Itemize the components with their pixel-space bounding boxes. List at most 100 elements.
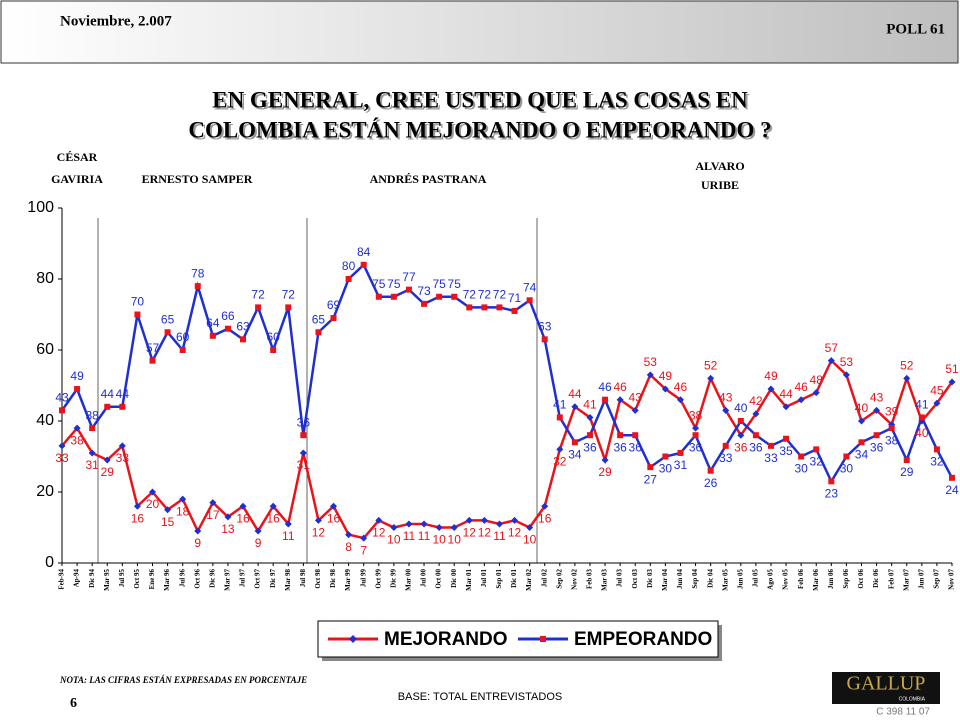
value-label: 16	[236, 511, 250, 525]
value-label: 45	[930, 383, 944, 397]
value-label: 9	[255, 536, 262, 550]
period-label: ERNESTO SAMPER	[142, 172, 253, 186]
value-label: 63	[236, 320, 250, 334]
value-label: 11	[418, 529, 431, 543]
value-label: 36	[613, 440, 627, 454]
y-tick-label: 40	[36, 412, 54, 429]
value-label: 40	[915, 426, 929, 440]
value-label: 33	[55, 451, 69, 465]
marker	[330, 315, 337, 322]
value-label: 44	[568, 387, 582, 401]
x-tick-label: Dic 98	[329, 569, 337, 588]
value-label: 20	[146, 497, 160, 511]
marker	[707, 467, 714, 474]
x-tick-label: Jul 05	[752, 569, 760, 588]
value-label: 27	[644, 472, 658, 486]
marker	[948, 378, 956, 386]
value-label: 17	[206, 508, 220, 522]
x-tick-label: Feb-94	[58, 569, 66, 590]
value-label: 31	[85, 458, 99, 472]
marker	[873, 432, 880, 439]
x-tick-label: Sep 02	[555, 569, 563, 589]
value-label: 72	[282, 288, 296, 302]
x-tick-label: Jul 97	[239, 569, 247, 588]
marker	[435, 524, 443, 531]
marker	[511, 307, 518, 314]
value-label: 60	[267, 330, 281, 344]
value-label: 10	[523, 533, 537, 547]
marker	[662, 453, 669, 460]
y-tick-label: 100	[27, 199, 54, 216]
x-tick-label: Ago 05	[767, 569, 775, 590]
value-label: 10	[448, 533, 462, 547]
marker	[270, 347, 277, 353]
marker	[571, 403, 579, 411]
value-label: 80	[342, 259, 356, 273]
x-tick-label: Jul 03	[616, 569, 624, 588]
x-tick-label: Oct 99	[374, 569, 382, 589]
y-tick-label: 80	[36, 270, 54, 287]
value-label: 12	[372, 526, 386, 540]
value-label: 34	[855, 447, 869, 461]
value-label: 34	[568, 447, 582, 461]
footer-base: BASE: TOTAL ENTREVISTADOS	[398, 691, 562, 703]
value-label: 36	[870, 440, 884, 454]
value-label: 41	[915, 398, 929, 412]
marker	[450, 524, 458, 531]
value-label: 11	[493, 529, 506, 543]
x-tick-label: Feb 03	[586, 569, 594, 590]
value-label: 16	[538, 511, 552, 525]
marker	[405, 286, 412, 293]
marker	[58, 442, 66, 450]
marker	[330, 502, 338, 510]
value-label: 31	[297, 458, 311, 472]
marker	[767, 442, 774, 449]
value-label: 41	[553, 398, 567, 412]
value-label: 44	[116, 387, 130, 401]
value-label: 30	[659, 462, 673, 476]
value-label: 9	[194, 536, 201, 550]
marker	[360, 261, 367, 268]
marker	[390, 524, 398, 531]
marker	[541, 336, 548, 343]
marker	[375, 516, 383, 524]
value-label: 39	[885, 405, 899, 419]
header-band	[0, 0, 959, 64]
value-label: 38	[70, 433, 84, 447]
marker	[436, 293, 443, 300]
x-tick-label: Mar 03	[601, 569, 609, 591]
marker	[767, 385, 775, 393]
x-tick-label: Feb 07	[887, 569, 895, 590]
value-label: 11	[282, 529, 295, 543]
value-label: 13	[221, 522, 235, 536]
header-poll: POLL 61	[886, 21, 945, 37]
value-label: 8	[345, 540, 352, 554]
marker	[299, 449, 307, 457]
marker	[209, 332, 216, 339]
x-tick-label: Mar 06	[812, 569, 820, 591]
marker	[692, 432, 699, 439]
logo-sub: COLOMBIA	[899, 696, 926, 702]
value-label: 40	[734, 401, 748, 415]
value-label: 46	[674, 380, 688, 394]
x-tick-label: Nov 07	[948, 569, 956, 590]
value-label: 49	[659, 369, 673, 383]
marker	[103, 456, 111, 464]
value-label: 53	[644, 355, 658, 369]
value-label: 29	[598, 465, 612, 479]
marker	[827, 357, 835, 365]
value-label: 12	[463, 526, 477, 540]
value-label: 66	[221, 309, 235, 323]
marker	[813, 446, 820, 453]
value-label: 32	[553, 455, 567, 469]
value-label: 35	[779, 444, 793, 458]
marker	[495, 520, 503, 528]
value-label: 43	[870, 391, 884, 405]
x-tick-label: Dic 01	[510, 569, 518, 588]
value-label: 38	[885, 433, 899, 447]
marker	[149, 357, 156, 364]
value-label: 46	[598, 380, 612, 394]
marker	[74, 386, 81, 393]
marker	[722, 442, 729, 449]
